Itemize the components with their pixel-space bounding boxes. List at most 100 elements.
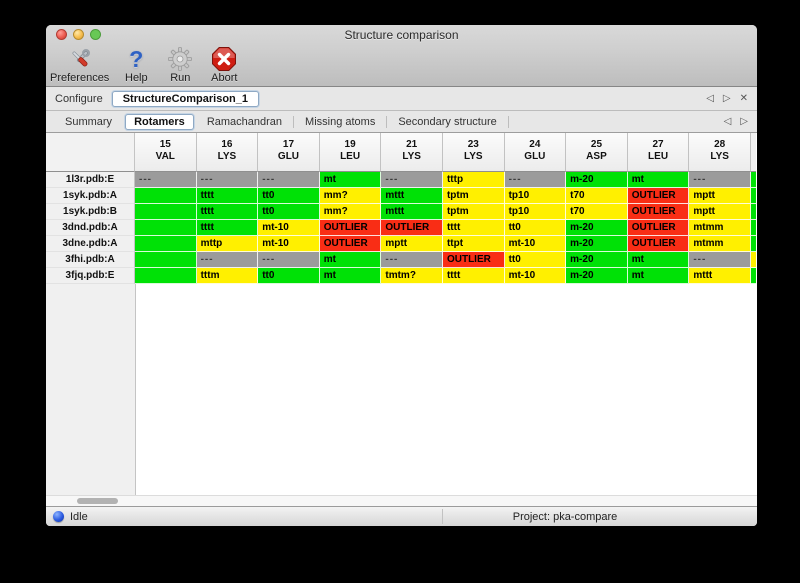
rotamer-cell[interactable]: ---: [258, 172, 320, 188]
row-label-3fhi-pdb-A[interactable]: 3fhi.pdb:A: [46, 252, 135, 268]
row-label-3dne-pdb-A[interactable]: 3dne.pdb:A: [46, 236, 135, 252]
title-bar[interactable]: Structure comparison: [46, 25, 757, 44]
rotamer-cell[interactable]: mm?: [319, 188, 382, 204]
rotamer-cell[interactable]: mm?: [319, 204, 382, 220]
row-label-3dnd-pdb-A[interactable]: 3dnd.pdb:A: [46, 220, 135, 236]
configure-close-icon[interactable]: ✕: [739, 93, 748, 104]
rotamer-cell[interactable]: mt-10: [258, 236, 320, 252]
minimize-window-button[interactable]: [73, 29, 84, 40]
rotamer-cell[interactable]: m-20: [566, 220, 628, 236]
rotamer-cell[interactable]: m-20: [566, 268, 628, 284]
column-header-23[interactable]: 23 LYS: [442, 133, 505, 172]
rotamer-cell[interactable]: t70: [566, 188, 628, 204]
row-label-1syk-pdb-B[interactable]: 1syk.pdb:B: [46, 204, 135, 220]
rotamer-cell[interactable]: mt-10: [258, 220, 320, 236]
rotamer-cell[interactable]: mt-10: [504, 236, 567, 252]
clipped-rotamer-cell[interactable]: [750, 268, 756, 284]
tab-summary[interactable]: Summary: [65, 115, 113, 128]
rotamer-cell[interactable]: ---: [504, 172, 567, 188]
column-header-19[interactable]: 19 LEU: [319, 133, 382, 172]
rotamer-cell[interactable]: ---: [381, 172, 443, 188]
rotamer-cell[interactable]: mt: [627, 172, 690, 188]
column-header-21[interactable]: 21 LYS: [381, 133, 443, 172]
rotamer-cell[interactable]: tttt: [196, 204, 259, 220]
rotamer-cell[interactable]: mtmm: [689, 236, 751, 252]
rotamer-cell[interactable]: OUTLIER: [627, 236, 690, 252]
rotamer-cell[interactable]: tttt: [196, 188, 259, 204]
rotamer-cell[interactable]: ---: [135, 172, 197, 188]
column-header-24[interactable]: 24 GLU: [504, 133, 567, 172]
rotamer-cell[interactable]: ---: [196, 172, 259, 188]
row-label-1syk-pdb-A[interactable]: 1syk.pdb:A: [46, 188, 135, 204]
rotamer-cell[interactable]: mttp: [196, 236, 259, 252]
tabs-prev-arrow-icon[interactable]: ◁: [723, 116, 732, 127]
rotamer-cell[interactable]: tp10: [504, 188, 567, 204]
rotamer-cell[interactable]: mt: [319, 172, 382, 188]
rotamer-cell[interactable]: tt0: [258, 204, 320, 220]
rotamer-cell[interactable]: ---: [689, 172, 751, 188]
rotamer-cell[interactable]: tptm: [442, 204, 505, 220]
rotamer-cell[interactable]: mttt: [381, 204, 443, 220]
rotamer-cell[interactable]: tt0: [504, 252, 567, 268]
horizontal-scrollbar[interactable]: [46, 495, 757, 506]
rotamer-cell[interactable]: mptt: [689, 204, 751, 220]
rotamer-cell[interactable]: ttpt: [442, 236, 505, 252]
rotamer-cell[interactable]: mtmm: [689, 220, 751, 236]
rotamer-cell[interactable]: [135, 236, 197, 252]
rotamer-cell[interactable]: m-20: [566, 172, 628, 188]
row-label-1l3r-pdb-E[interactable]: 1l3r.pdb:E: [46, 172, 135, 188]
rotamer-cell[interactable]: mttt: [689, 268, 751, 284]
rotamer-cell[interactable]: tptm: [442, 188, 505, 204]
column-header-28[interactable]: 28 LYS: [689, 133, 751, 172]
clipped-rotamer-cell[interactable]: [750, 188, 756, 204]
rotamer-cell[interactable]: tt0: [258, 268, 320, 284]
rotamer-cell[interactable]: OUTLIER: [627, 188, 690, 204]
rotamer-cell[interactable]: tttp: [442, 172, 505, 188]
help-button[interactable]: ? Help: [119, 45, 153, 85]
configure-prev-arrow-icon[interactable]: ◁: [706, 93, 714, 104]
rotamer-cell[interactable]: OUTLIER: [627, 204, 690, 220]
rotamer-cell[interactable]: ---: [381, 252, 443, 268]
rotamer-cell[interactable]: m-20: [566, 252, 628, 268]
rotamer-cell[interactable]: ---: [196, 252, 259, 268]
rotamer-cell[interactable]: [135, 220, 197, 236]
zoom-window-button[interactable]: [90, 29, 101, 40]
column-header-15[interactable]: 15 VAL: [135, 133, 197, 172]
rotamer-cell[interactable]: tt0: [258, 188, 320, 204]
rotamer-cell[interactable]: mt: [627, 252, 690, 268]
row-label-3fjq-pdb-E[interactable]: 3fjq.pdb:E: [46, 268, 135, 284]
rotamer-cell[interactable]: mttt: [381, 188, 443, 204]
rotamer-cell[interactable]: tttt: [442, 220, 505, 236]
rotamer-cell[interactable]: tt0: [504, 220, 567, 236]
column-header-27[interactable]: 27 LEU: [627, 133, 690, 172]
clipped-rotamer-cell[interactable]: [750, 236, 756, 252]
rotamer-cell[interactable]: mt: [319, 268, 382, 284]
clipped-rotamer-cell[interactable]: [750, 172, 756, 188]
rotamer-cell[interactable]: [135, 268, 197, 284]
horizontal-scrollbar-thumb[interactable]: [77, 498, 118, 504]
rotamer-cell[interactable]: tttm: [196, 268, 259, 284]
column-header-17[interactable]: 17 GLU: [258, 133, 320, 172]
rotamer-cell[interactable]: [135, 252, 197, 268]
tab-rotamers[interactable]: Rotamers: [125, 113, 194, 130]
configure-next-arrow-icon[interactable]: ▷: [722, 93, 731, 104]
close-window-button[interactable]: [56, 29, 67, 40]
rotamer-cell[interactable]: mt: [319, 252, 382, 268]
tabs-next-arrow-icon[interactable]: ▷: [740, 116, 748, 127]
rotamer-cell[interactable]: OUTLIER: [381, 220, 443, 236]
rotamer-cell[interactable]: mt-10: [504, 268, 567, 284]
rotamer-cell[interactable]: OUTLIER: [319, 236, 382, 252]
rotamer-cell[interactable]: OUTLIER: [627, 220, 690, 236]
clipped-rotamer-cell[interactable]: [750, 220, 756, 236]
rotamer-cell[interactable]: [135, 188, 197, 204]
tab-secondary-structure[interactable]: Secondary structure: [398, 115, 497, 128]
rotamer-cell[interactable]: OUTLIER: [442, 252, 505, 268]
abort-button[interactable]: Abort: [207, 45, 241, 84]
column-header-16[interactable]: 16 LYS: [196, 133, 259, 172]
preferences-button[interactable]: Preferences: [50, 45, 109, 84]
rotamer-cell[interactable]: m-20: [566, 236, 628, 252]
rotamer-cell[interactable]: [135, 204, 197, 220]
run-button[interactable]: Run: [163, 45, 197, 84]
rotamer-cell[interactable]: mptt: [381, 236, 443, 252]
rotamer-cell[interactable]: ---: [689, 252, 751, 268]
